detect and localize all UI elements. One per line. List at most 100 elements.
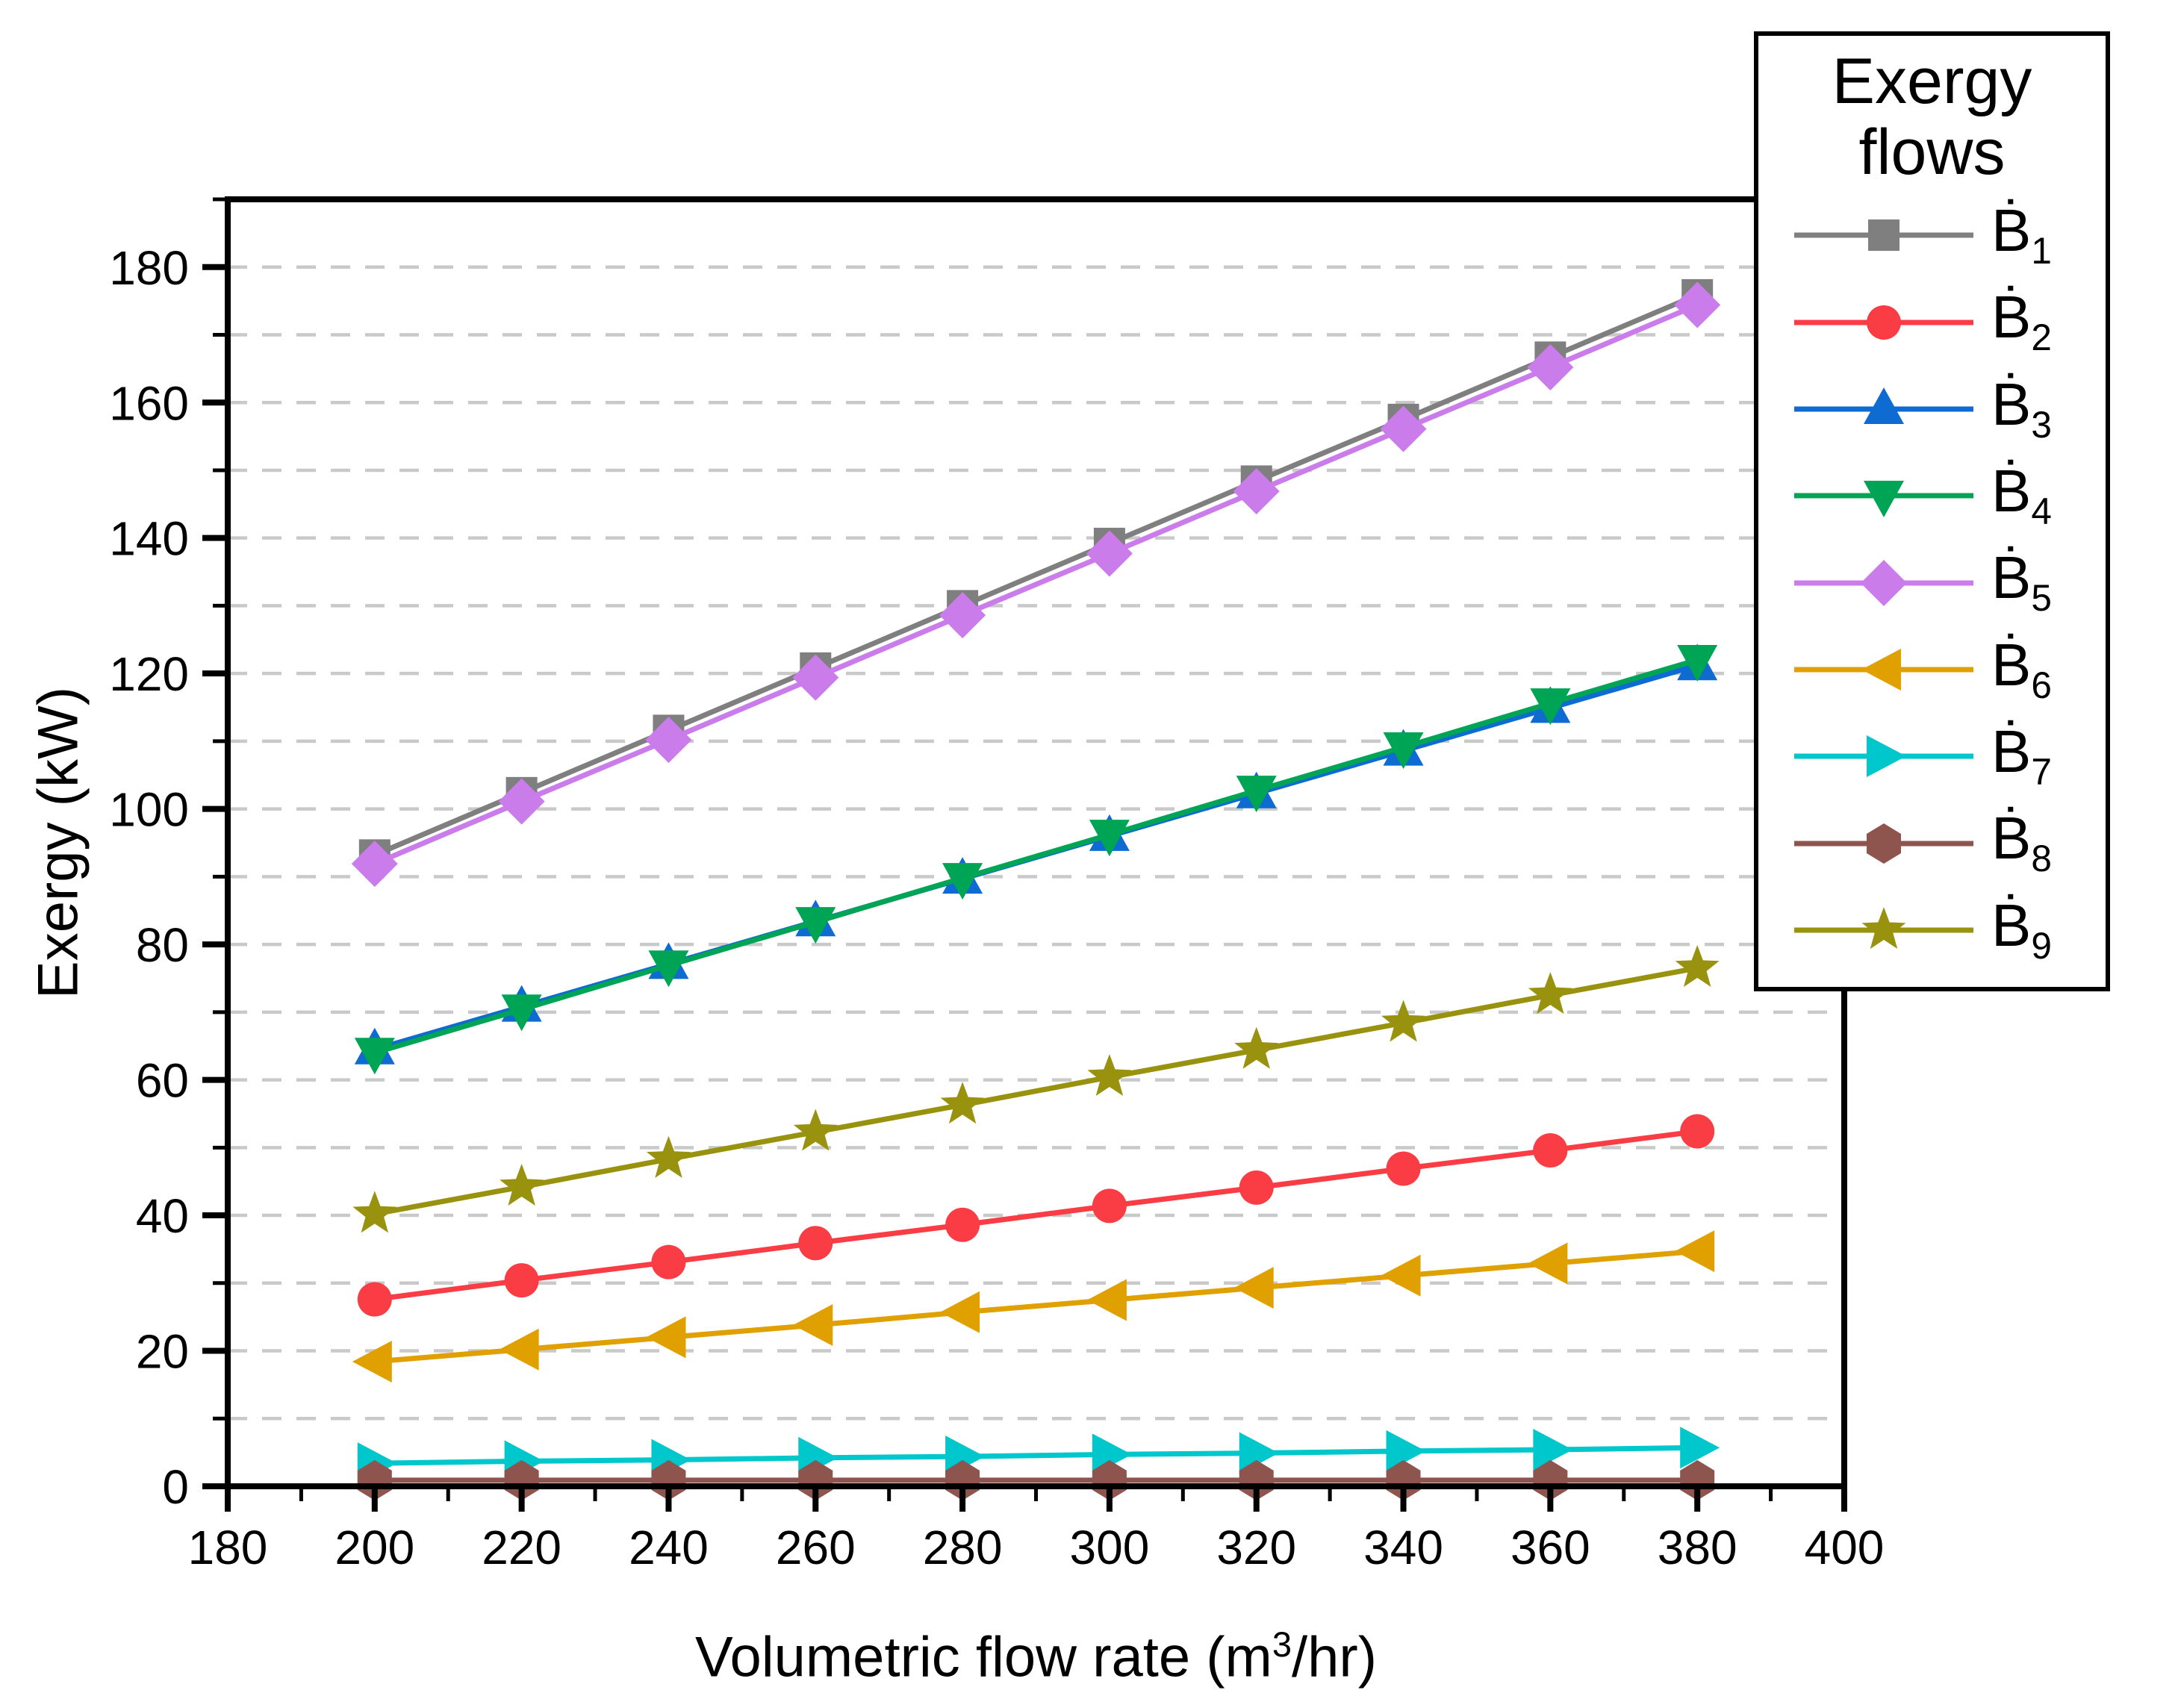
legend-label-B6: Ḃ6 — [1991, 631, 2052, 706]
marker-triangle-down — [1530, 688, 1571, 726]
x-tick-label-280: 280 — [923, 1521, 1003, 1574]
y-tick-label-180: 180 — [109, 241, 189, 295]
legend-title: Exergy flows — [1832, 46, 2032, 188]
x-tick-label-400: 400 — [1805, 1521, 1885, 1574]
x-tick-label-340: 340 — [1363, 1521, 1443, 1574]
marker-triangle-down — [1864, 481, 1904, 518]
legend-entry-B1: Ḃ1 — [1794, 201, 2106, 270]
marker-star — [940, 1082, 985, 1124]
y-tick-label-160: 160 — [109, 376, 189, 430]
x-tick-label-240: 240 — [629, 1521, 709, 1574]
legend-label-B7: Ḃ7 — [1991, 717, 2052, 793]
marker-triangle-left — [646, 1316, 686, 1359]
series-line-B2 — [374, 1129, 1698, 1303]
marker-triangle-left — [1086, 1279, 1127, 1321]
legend-entries: Ḃ1 Ḃ2 Ḃ3 Ḃ4 Ḃ5 Ḃ6 Ḃ7 Ḃ8 Ḃ9 — [1758, 187, 2106, 987]
marker-diamond — [351, 841, 398, 888]
marker-triangle-right — [1867, 735, 1906, 778]
marker-triangle-down — [501, 994, 542, 1032]
plot-frame — [225, 196, 1847, 1489]
x-axis-title-sup: 3 — [1272, 1624, 1292, 1664]
marker-triangle-left — [1861, 648, 1901, 691]
legend-entry-B8: Ḃ8 — [1794, 808, 2106, 878]
marker-diamond — [1086, 530, 1133, 577]
legend-entry-B7: Ḃ7 — [1794, 717, 2106, 793]
marker-diamond — [1527, 344, 1574, 391]
marker-circle — [1092, 1188, 1127, 1224]
circle-legend-key-icon — [1794, 305, 1973, 340]
marker-triangle-left — [1233, 1267, 1274, 1309]
series-line-B7 — [374, 1444, 1698, 1466]
marker-diamond — [1861, 559, 1907, 606]
marker-triangle-left — [1381, 1254, 1421, 1297]
marker-triangle-left — [499, 1328, 539, 1371]
marker-star — [1528, 972, 1572, 1014]
marker-circle — [798, 1226, 833, 1261]
marker-triangle-right — [1680, 1427, 1720, 1469]
marker-triangle-left — [1675, 1230, 1715, 1273]
series-line-B6 — [374, 1248, 1698, 1365]
marker-triangle-left — [352, 1341, 392, 1383]
marker-circle — [1680, 1114, 1715, 1149]
y-tick-label-100: 100 — [109, 783, 189, 837]
marker-hexagon — [357, 1459, 392, 1500]
marker-hexagon — [1867, 823, 1901, 864]
marker-triangle-down — [1236, 776, 1277, 813]
marker-hexagon — [1680, 1459, 1715, 1500]
legend-label-B5: Ḃ5 — [1991, 544, 2052, 620]
y-tick-label-0: 0 — [162, 1460, 189, 1514]
legend-label-B3: Ḃ3 — [1991, 370, 2052, 446]
legend-label-B8: Ḃ8 — [1991, 805, 2052, 880]
x-tick-label-380: 380 — [1658, 1521, 1737, 1574]
y-axis-title: Exergy (kW) — [26, 687, 90, 999]
marker-diamond — [939, 592, 986, 639]
marker-diamond — [1674, 281, 1721, 328]
marker-triangle-left — [1528, 1242, 1568, 1285]
legend-label-B4: Ḃ4 — [1991, 457, 2052, 532]
legend-entry-B6: Ḃ6 — [1794, 635, 2106, 705]
marker-circle — [1239, 1170, 1274, 1205]
x-tick-label-180: 180 — [188, 1521, 268, 1574]
marker-circle — [357, 1282, 392, 1317]
y-tick-label-80: 80 — [136, 918, 189, 972]
marker-star — [793, 1109, 838, 1151]
marker-diamond — [792, 654, 839, 701]
triangle-right-legend-key-icon — [1794, 735, 1973, 778]
marker-circle — [1867, 305, 1901, 340]
y-tick-label-40: 40 — [136, 1189, 189, 1243]
marker-hexagon — [945, 1459, 980, 1500]
marker-square — [1868, 219, 1899, 252]
y-tick-label-20: 20 — [136, 1325, 189, 1379]
marker-diamond — [498, 778, 545, 825]
marker-star — [1234, 1026, 1279, 1069]
marker-star — [646, 1135, 691, 1178]
marker-triangle-down — [1089, 820, 1130, 857]
marker-hexagon — [1386, 1459, 1421, 1500]
marker-triangle-down — [1677, 645, 1718, 682]
y-tick-label-60: 60 — [136, 1054, 189, 1108]
legend-label-B1: Ḃ1 — [1991, 197, 2052, 272]
triangle-down-legend-key-icon — [1794, 481, 1973, 518]
y-tick-label-140: 140 — [109, 512, 189, 566]
marker-hexagon — [651, 1459, 686, 1500]
marker-hexagon — [504, 1459, 539, 1500]
x-tick-label-320: 320 — [1216, 1521, 1296, 1574]
legend-entry-B4: Ḃ4 — [1794, 461, 2106, 531]
star-legend-key-icon — [1794, 906, 1973, 949]
marker-hexagon — [1092, 1459, 1127, 1500]
triangle-up-legend-key-icon — [1794, 387, 1973, 424]
marker-star — [1381, 1000, 1426, 1042]
x-tick-label-300: 300 — [1070, 1521, 1150, 1574]
marker-triangle-right — [1239, 1432, 1279, 1474]
marker-diamond — [645, 717, 692, 764]
marker-triangle-up — [1864, 387, 1904, 424]
series-line-B1 — [373, 292, 1699, 858]
legend-entry-B2: Ḃ2 — [1794, 287, 2106, 357]
marker-triangle-down — [354, 1038, 395, 1075]
x-tick-label-220: 220 — [482, 1521, 561, 1574]
hexagon-legend-key-icon — [1794, 823, 1973, 864]
marker-circle — [1533, 1132, 1568, 1168]
marker-star — [1087, 1053, 1132, 1097]
